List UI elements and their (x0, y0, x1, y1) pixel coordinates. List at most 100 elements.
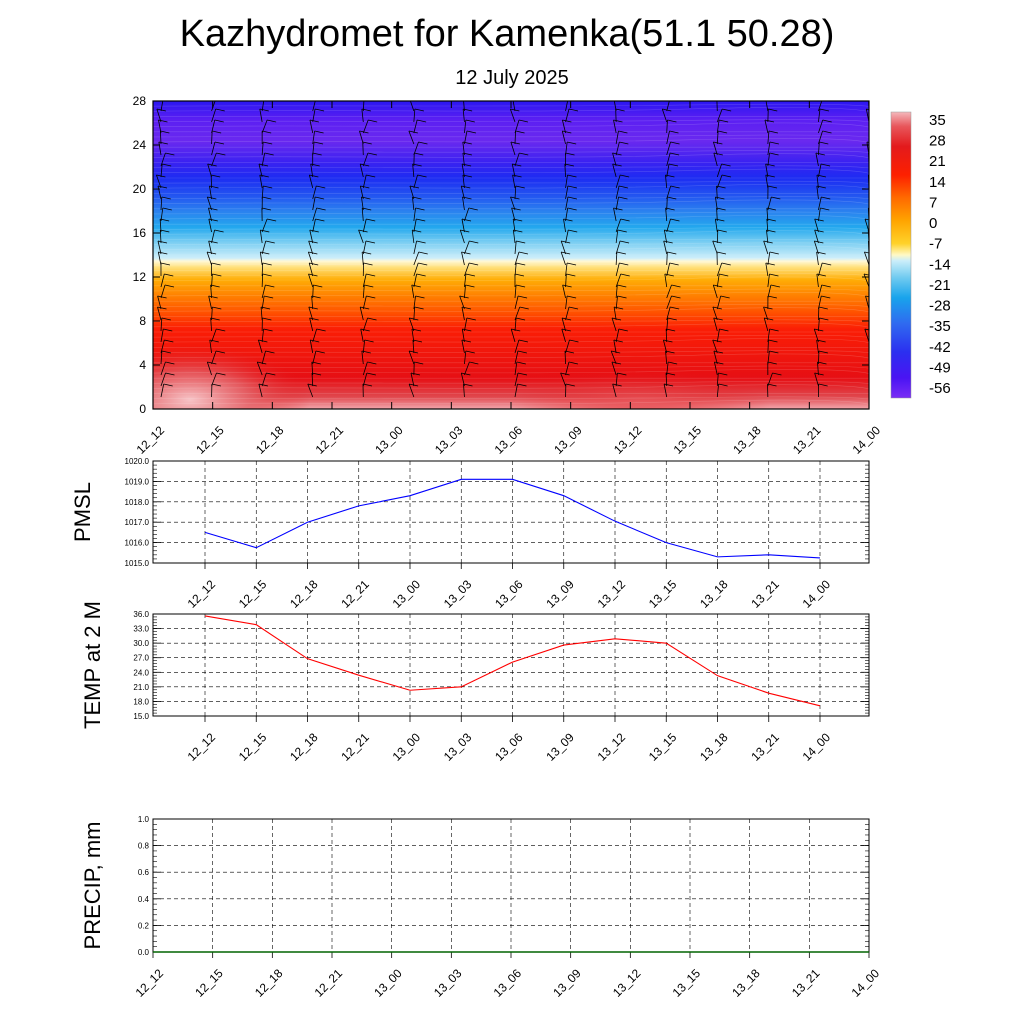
wind-barb-shaft (818, 284, 823, 299)
wind-barb-shaft (206, 361, 212, 376)
contour-line (153, 184, 869, 189)
wind-barb-flag (874, 307, 883, 309)
colorbar-label: 21 (929, 153, 946, 170)
colorbar-ramp (890, 111, 912, 399)
wind-barb-shaft (767, 328, 771, 343)
wind-barb-flag (366, 273, 376, 277)
wind-barb-flag (713, 317, 723, 321)
wind-barb-shaft (159, 229, 162, 244)
plot-frame (152, 613, 870, 717)
wind-barb-flag (618, 328, 628, 332)
wind-barb-shaft (464, 207, 470, 222)
wind-barb-shaft (612, 163, 617, 178)
contour-line (153, 245, 869, 251)
wind-barb-shaft (565, 262, 568, 277)
wind-barb-flag (312, 152, 322, 156)
wind-barb-shaft (459, 229, 465, 244)
wind-barb-flag (160, 130, 170, 134)
wind-barb-flag (158, 119, 168, 123)
wind-barb-shaft (413, 306, 416, 321)
wind-barb-shaft (818, 262, 823, 277)
wind-barb-flag (216, 98, 225, 100)
wind-barb-shaft (413, 207, 416, 222)
wind-barb-shaft (461, 306, 465, 321)
wind-barb-flag (409, 383, 419, 387)
wind-barb-shaft (713, 152, 718, 167)
wind-barb-flag (820, 163, 831, 167)
wind-barb-flag (208, 218, 218, 222)
wind-barb-flag (412, 163, 422, 167)
wind-barb-flag (562, 284, 572, 288)
wind-barb-flag (310, 163, 320, 167)
contour-line (153, 261, 869, 266)
contour-line (153, 350, 869, 354)
wind-barb-shaft (665, 328, 668, 343)
wind-barb-shaft (510, 141, 516, 156)
wind-barb-flag (409, 185, 420, 189)
wind-barb-flag (767, 295, 778, 299)
wind-barb-flag (462, 196, 472, 200)
wind-barb-flag (262, 273, 272, 277)
wind-barb-shaft (307, 251, 314, 266)
wind-barb-shaft (311, 372, 314, 387)
wind-barb-flag (367, 361, 377, 365)
wind-barb-shaft (362, 240, 367, 255)
wind-barb-flag (367, 152, 378, 156)
heatmap-y-tick-label: 20 (133, 182, 147, 196)
wind-barb-shaft (816, 185, 819, 200)
wind-barb-flag (409, 350, 419, 354)
wind-barb-shaft (462, 108, 465, 123)
wind-barb-shaft (211, 101, 216, 112)
wind-barb-shaft (308, 273, 314, 288)
wind-barb-shaft (716, 229, 719, 244)
wind-barb-flag (461, 306, 472, 310)
wind-barb-flag (567, 185, 577, 189)
contour-line (153, 353, 869, 359)
wind-barb-flag (765, 163, 775, 167)
wind-barb-flag (770, 284, 780, 288)
wind-barb-flag (612, 152, 622, 156)
wind-barb-shaft (307, 383, 314, 398)
wind-barb-shaft (716, 130, 719, 145)
wind-barb-shaft (211, 328, 217, 343)
wind-barb-flag (611, 350, 621, 354)
wind-barb-shaft (716, 185, 718, 200)
wind-barb-shaft (209, 185, 212, 200)
wind-barb-shaft (560, 251, 566, 266)
wind-barb-flag (516, 240, 526, 244)
wind-barb-flag (156, 108, 166, 112)
wind-barb-flag (366, 295, 376, 299)
x-tick-label: 13_21 (748, 577, 782, 611)
wind-barb-flag (416, 240, 426, 244)
wind-barb-shaft (561, 317, 566, 332)
pmsl-panel: 1015.0 1016.0 1017.0 1018.0 1019.0 1020.0 12_1… (70, 457, 870, 611)
wind-barb-flag (160, 229, 170, 233)
contour-line (153, 381, 869, 384)
wind-barb-flag (515, 284, 526, 288)
wind-barb-flag (619, 262, 629, 266)
wind-barb-flag (262, 130, 272, 134)
wind-barb-shaft (561, 328, 566, 343)
wind-barb-flag (713, 350, 723, 354)
wind-barb-flag (722, 108, 732, 112)
wind-barb-flag (164, 273, 174, 277)
wind-barb-flag (265, 284, 275, 288)
wind-barb-shaft (312, 218, 316, 233)
wind-barb-flag (814, 328, 824, 332)
wind-barb-shaft (816, 251, 819, 266)
wind-barb-flag (769, 251, 779, 255)
wind-barb-shaft (615, 328, 620, 343)
wind-barb-flag (721, 174, 732, 178)
wind-barb-shaft (868, 329, 869, 331)
wind-barb-flag (158, 141, 168, 145)
wind-barb-shaft (156, 108, 162, 123)
wind-barb-flag (568, 229, 578, 233)
wind-barb-shaft (206, 196, 212, 211)
wind-barb-shaft (361, 108, 364, 123)
wind-barb-flag (772, 372, 782, 376)
wind-barb-shaft (512, 101, 516, 112)
wind-barb-flag (819, 317, 829, 321)
wind-barb-shaft (767, 152, 770, 167)
wind-barb-flag (670, 98, 679, 100)
wind-barb-flag (510, 141, 520, 145)
